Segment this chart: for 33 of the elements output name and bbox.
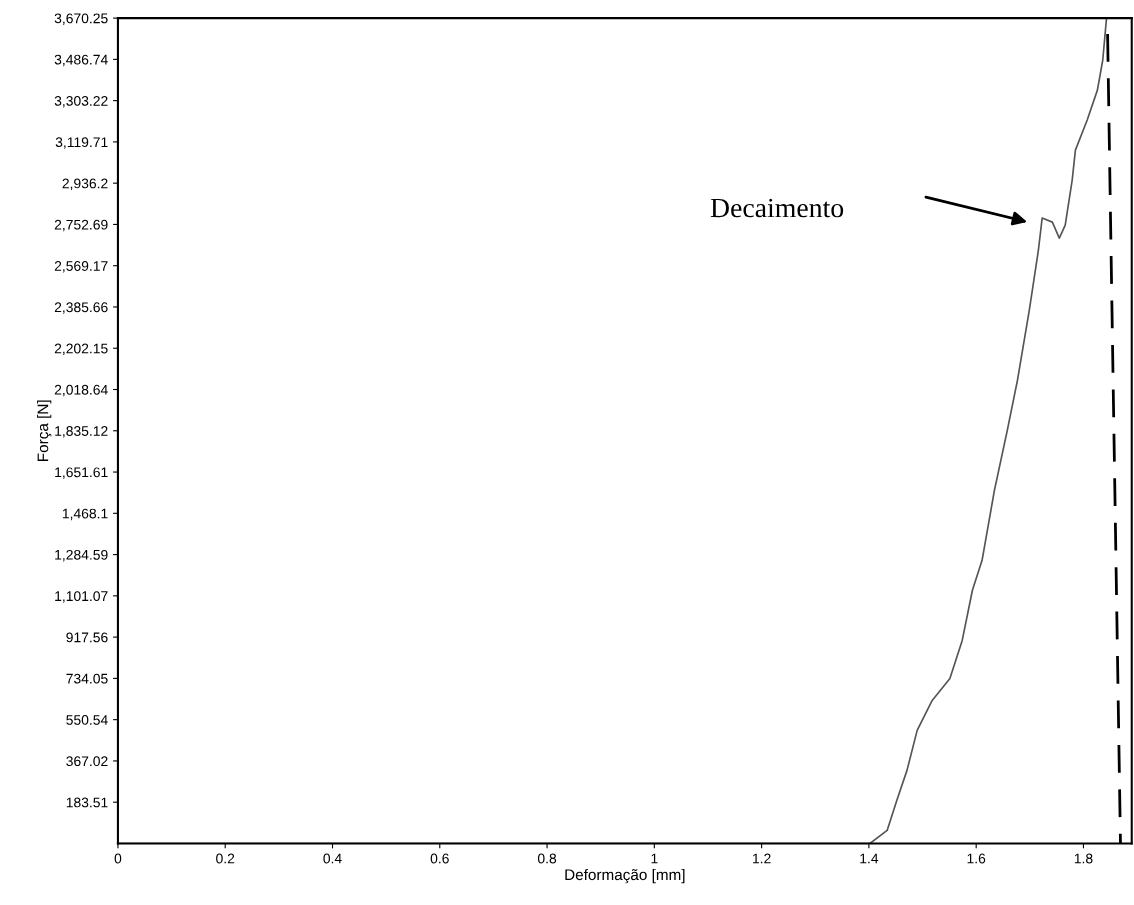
x-tick-label: 0.4 — [323, 853, 342, 864]
annotation: Decaimento — [710, 198, 844, 218]
x-axis-title: Deformação [mm] — [565, 868, 685, 884]
x-tick-label: 1 — [651, 853, 658, 864]
x-tick-label: 1.8 — [1074, 853, 1093, 864]
y-tick-label: 2,385.66 — [54, 302, 108, 314]
y-tick-label: 183.51 — [66, 797, 108, 808]
x-tick-label: 1.4 — [860, 853, 879, 864]
y-tick-label: 2,936.2 — [62, 178, 108, 190]
y-tick-label: 3,670.25 — [54, 13, 108, 25]
y-tick-label: 2,202.15 — [54, 343, 108, 356]
y-tick-label: 2,752.69 — [54, 219, 108, 232]
x-tick-label: 0 — [114, 853, 122, 864]
y-tick-label: 3,303.22 — [54, 95, 108, 108]
x-tick-label: 0.8 — [537, 853, 557, 864]
y-tick-label: 2,018.64 — [54, 384, 108, 397]
y-tick-label: 1,284.59 — [55, 549, 108, 562]
y-tick-label: 3,486.74 — [54, 54, 108, 67]
x-tick-label: 0.6 — [430, 853, 449, 864]
y-axis-title: Força [N] — [37, 400, 52, 461]
y-tick-label: 1,468.1 — [62, 508, 108, 521]
y-tick-label: 917.56 — [66, 632, 108, 643]
x-tick-label: 1.6 — [967, 853, 986, 864]
y-tick-label: 550.54 — [66, 714, 108, 725]
y-tick-label: 367.02 — [66, 756, 108, 767]
x-tick-label: 1.2 — [753, 853, 771, 864]
x-tick-label: 0.2 — [216, 853, 235, 864]
y-tick-label: 2,569.17 — [54, 261, 108, 273]
y-tick-label: 1,101.07 — [55, 591, 108, 603]
y-tick-label: 3,119.71 — [55, 137, 108, 149]
y-tick-label: 734.05 — [66, 673, 108, 684]
y-tick-label: 1,835.12 — [55, 426, 108, 438]
y-tick-label: 1,651.61 — [55, 467, 108, 479]
